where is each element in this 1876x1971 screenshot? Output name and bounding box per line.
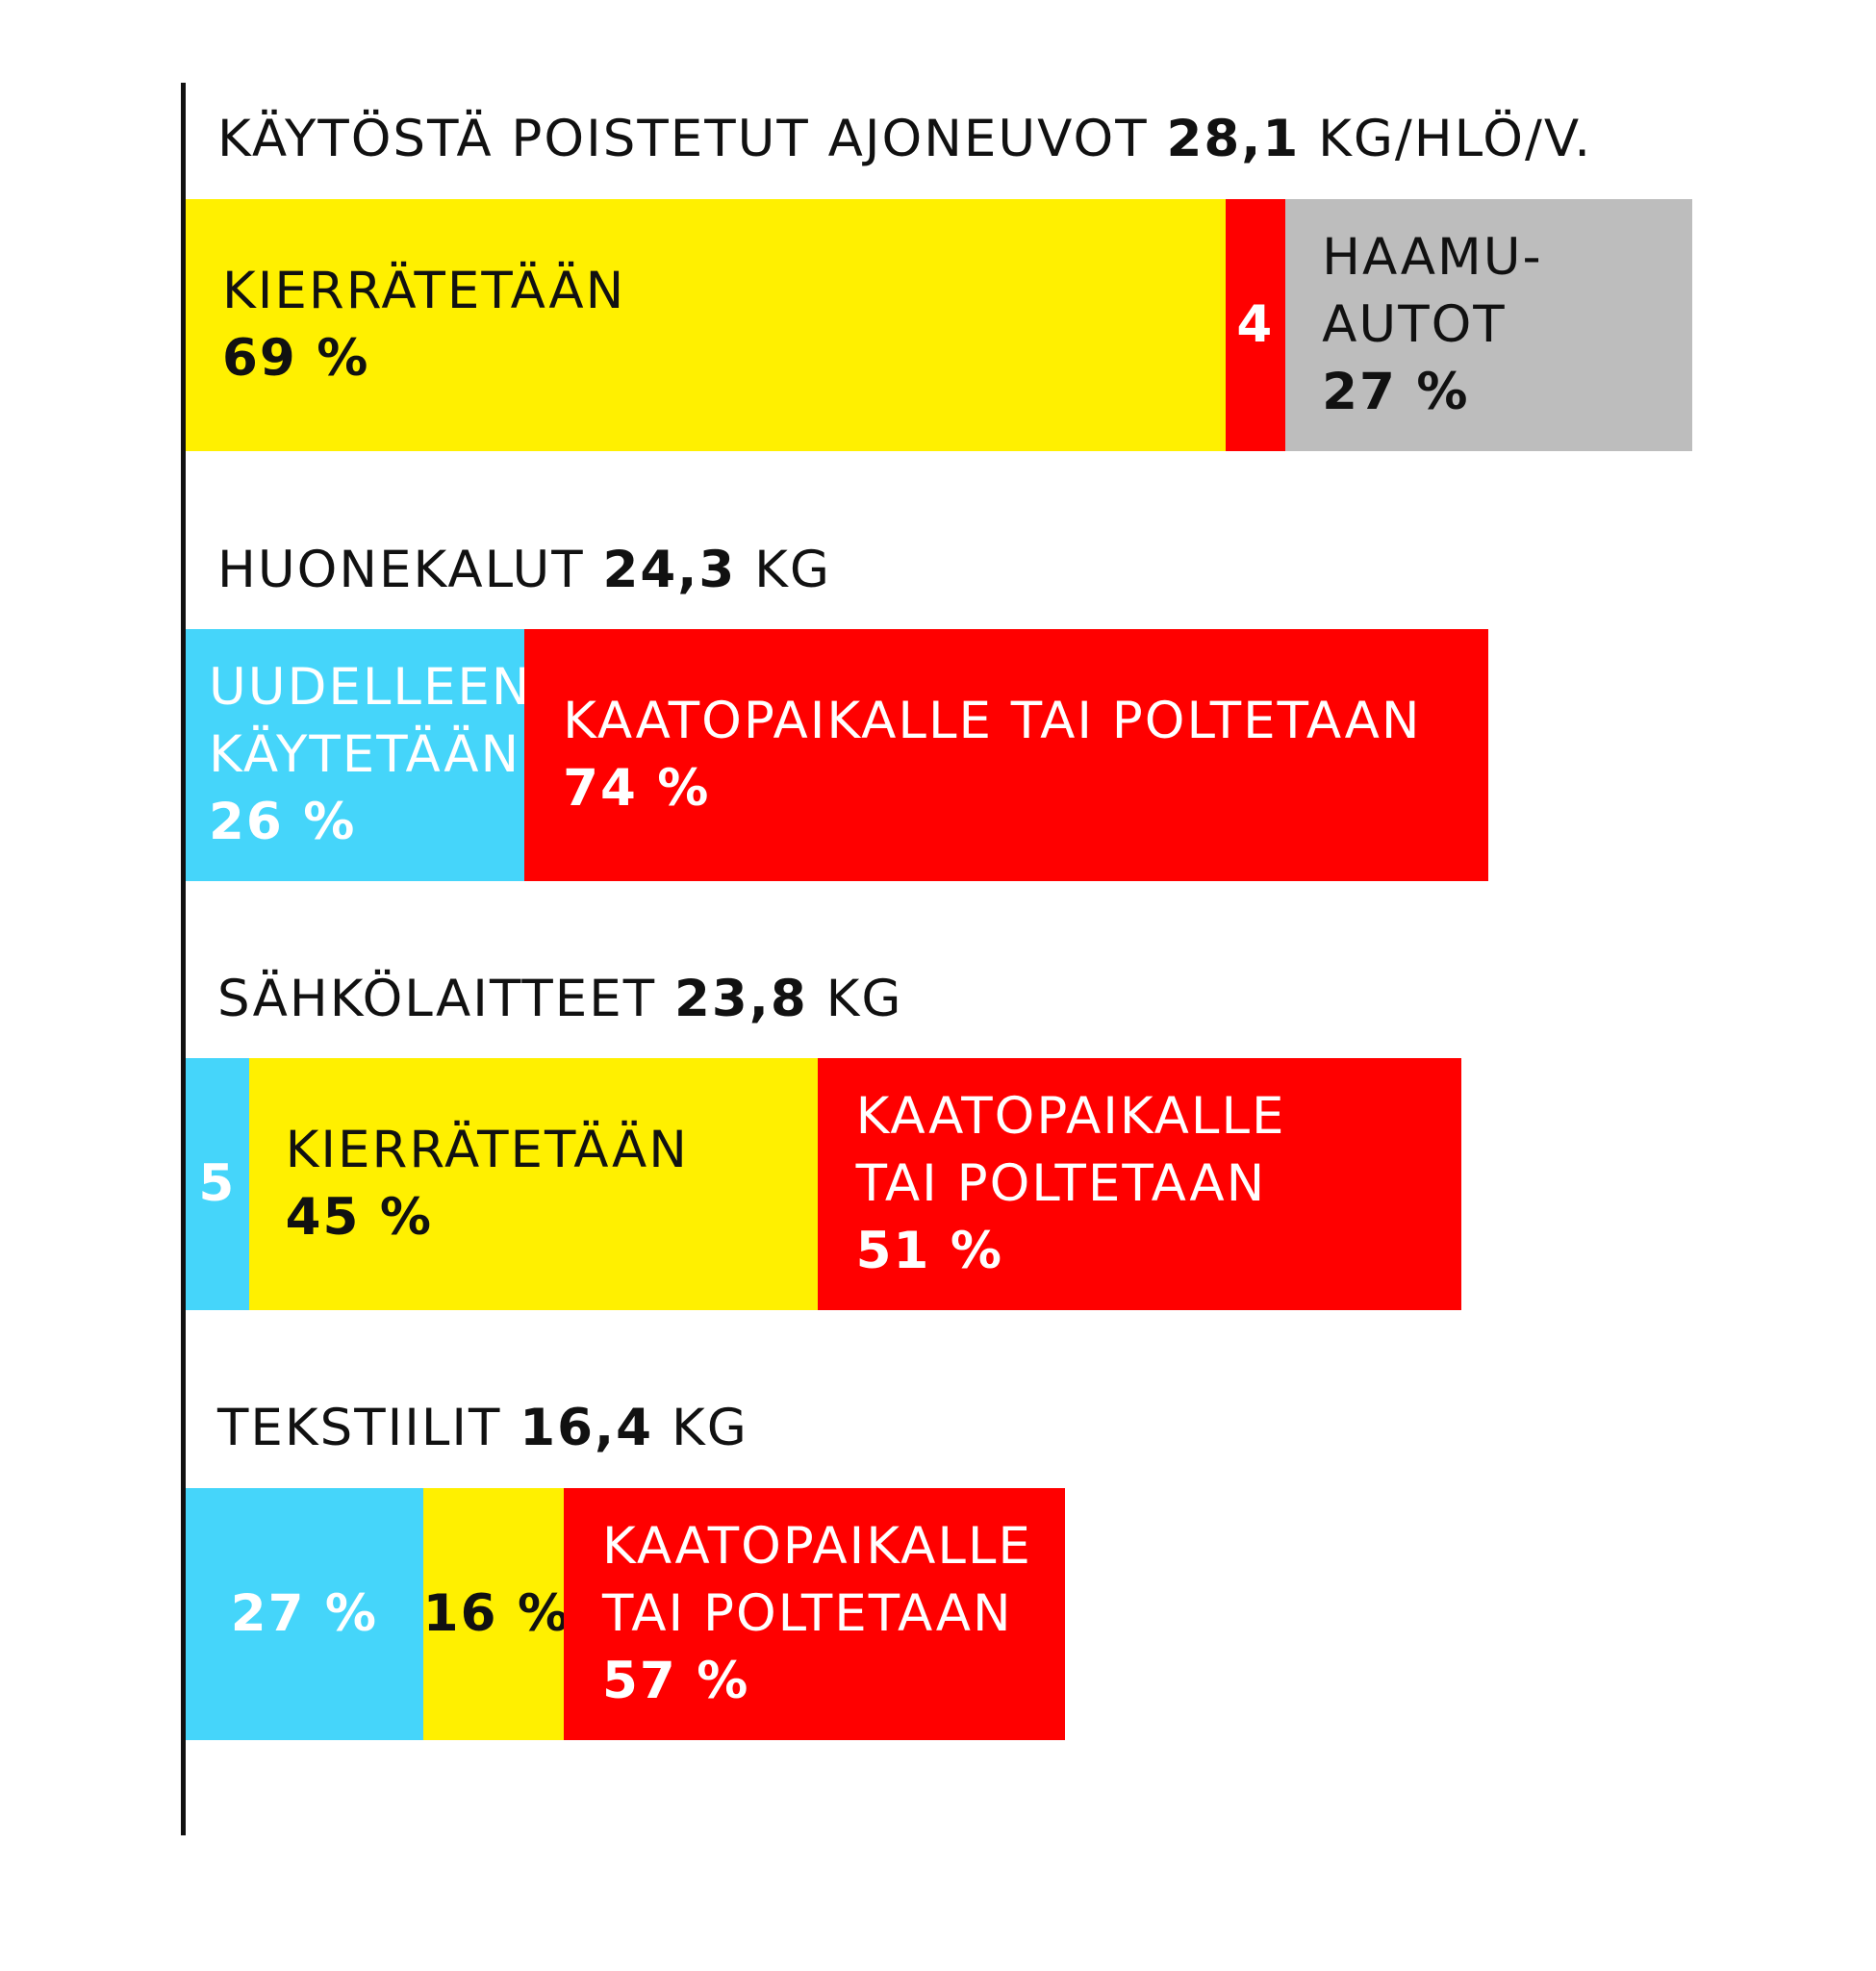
group-title: HUONEKALUT 24,3 KG bbox=[217, 544, 831, 595]
group-total-unit: KG/HLÖ/V. bbox=[1318, 110, 1593, 168]
bar-segment-kierratetaan: KIERRÄTETÄÄN 45 % bbox=[248, 1058, 818, 1310]
stacked-bar: KIERRÄTETÄÄN 69 % 4 HAAMU- AUTOT 27 % bbox=[186, 199, 1692, 451]
bar-segment-kaatopaikalle: KAATOPAIKALLE TAI POLTETAAN 74 % bbox=[524, 629, 1489, 881]
vertical-axis-line bbox=[181, 83, 186, 1835]
segment-value-label: 51 % bbox=[855, 1222, 1003, 1280]
bar-segment-haamuautot: HAAMU- AUTOT 27 % bbox=[1285, 199, 1692, 451]
segment-value-label: 4 bbox=[1236, 295, 1275, 354]
group-title-label: HUONEKALUT bbox=[217, 541, 585, 599]
segment-value-label: 69 % bbox=[222, 329, 370, 388]
segment-label-text: KIERRÄTETÄÄN bbox=[222, 262, 626, 320]
group-total-unit: KG bbox=[754, 541, 831, 599]
segment-label: 16 % bbox=[422, 1580, 571, 1648]
group-title: SÄHKÖLAITTEET 23,8 KG bbox=[217, 973, 902, 1024]
segment-label: 4 bbox=[1226, 291, 1286, 359]
segment-value-label: 27 % bbox=[1322, 363, 1470, 421]
segment-label-text: KAATOPAIKALLE bbox=[602, 1517, 1032, 1576]
segment-value-label: 16 % bbox=[422, 1584, 571, 1643]
segment-label-text: TAI POLTETAAN bbox=[602, 1584, 1013, 1643]
stacked-bar: UUDELLEEN- KÄYTETÄÄN 26 % KAATOPAIKALLE TAI… bbox=[186, 629, 1489, 881]
segment-label: 27 % bbox=[186, 1580, 423, 1648]
segment-value-label: 5 bbox=[198, 1154, 237, 1213]
group-title: KÄYTÖSTÄ POISTETUT AJONEUVOT 28,1 KG/HLÖ… bbox=[217, 114, 1592, 164]
segment-label-text: HAAMU- bbox=[1322, 228, 1543, 287]
group-title: TEKSTIILIT 16,4 KG bbox=[217, 1402, 748, 1453]
segment-label-text: KIERRÄTETÄÄN bbox=[285, 1121, 689, 1179]
segment-label-text: KAATOPAIKALLE TAI POLTETAAN bbox=[563, 692, 1422, 750]
group-total-value: 24,3 bbox=[602, 541, 737, 599]
group-total-unit: KG bbox=[825, 970, 903, 1028]
segment-label: KAATOPAIKALLE TAI POLTETAAN 74 % bbox=[563, 688, 1421, 822]
segment-label: KAATOPAIKALLE TAI POLTETAAN 51 % bbox=[856, 1083, 1286, 1285]
segment-label-text: TAI POLTETAAN bbox=[855, 1154, 1267, 1213]
segment-label: KIERRÄTETÄÄN 69 % bbox=[222, 258, 625, 392]
stacked-bar: 27 % 16 % KAATOPAIKALLE TAI POLTETAAN 57 % bbox=[186, 1488, 1065, 1740]
segment-value-label: 27 % bbox=[230, 1584, 379, 1643]
bar-segment-kierratetaan: 16 % bbox=[422, 1488, 571, 1740]
bar-segment-uudelleenkaytetaan: UUDELLEEN- KÄYTETÄÄN 26 % bbox=[186, 629, 550, 881]
group-title-label: TEKSTIILIT bbox=[217, 1399, 502, 1457]
bar-segment-kaatopaikalle: KAATOPAIKALLE TAI POLTETAAN 57 % bbox=[564, 1488, 1065, 1740]
segment-label: KIERRÄTETÄÄN 45 % bbox=[286, 1117, 689, 1251]
group-title-label: KÄYTÖSTÄ POISTETUT AJONEUVOT bbox=[217, 110, 1149, 168]
segment-label: 5 bbox=[186, 1150, 249, 1218]
bar-segment-kaatopaikalle: KAATOPAIKALLE TAI POLTETAAN 51 % bbox=[817, 1058, 1462, 1310]
segment-value-label: 45 % bbox=[285, 1188, 433, 1247]
segment-value-label: 74 % bbox=[563, 759, 711, 818]
group-total-value: 28,1 bbox=[1166, 110, 1301, 168]
segment-label-text: AUTOT bbox=[1322, 295, 1507, 354]
segment-value-label: 26 % bbox=[209, 793, 357, 851]
bar-segment-kierratetaan: KIERRÄTETÄÄN 69 % bbox=[186, 199, 1226, 451]
segment-label: KAATOPAIKALLE TAI POLTETAAN 57 % bbox=[602, 1513, 1032, 1715]
bar-segment-uudelleenkaytetaan: 27 % bbox=[186, 1488, 423, 1740]
segment-label-text: KÄYTETÄÄN bbox=[209, 725, 521, 784]
group-total-unit: KG bbox=[671, 1399, 748, 1457]
group-title-label: SÄHKÖLAITTEET bbox=[217, 970, 657, 1028]
group-total-value: 16,4 bbox=[520, 1399, 654, 1457]
bar-segment-uudelleenkaytetaan: 5 bbox=[186, 1058, 249, 1310]
group-total-value: 23,8 bbox=[673, 970, 808, 1028]
segment-label-text: KAATOPAIKALLE bbox=[855, 1087, 1286, 1146]
segment-label: HAAMU- AUTOT 27 % bbox=[1322, 224, 1543, 426]
segment-label-text: UUDELLEEN- bbox=[209, 658, 552, 717]
segment-value-label: 57 % bbox=[602, 1652, 750, 1710]
bar-segment-kaatopaikalle: 4 bbox=[1225, 199, 1286, 451]
segment-label: UUDELLEEN- KÄYTETÄÄN 26 % bbox=[209, 654, 552, 856]
stacked-bar: 5 KIERRÄTETÄÄN 45 % KAATOPAIKALLE TAI POLTET… bbox=[186, 1058, 1462, 1310]
